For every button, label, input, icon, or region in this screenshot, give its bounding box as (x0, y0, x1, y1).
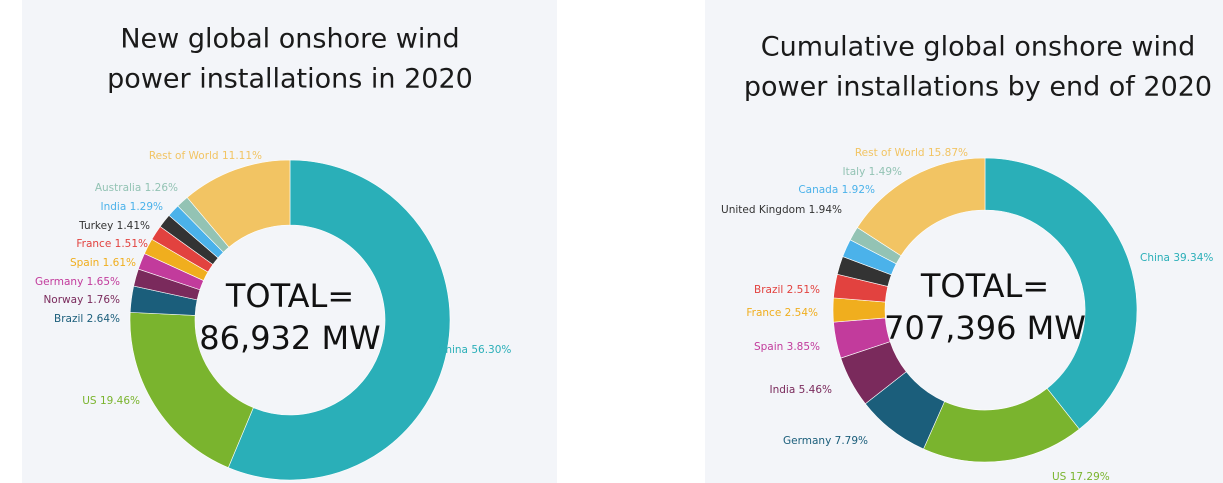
category-label: China (438, 344, 468, 356)
center-annotation: 707,396 MW (884, 309, 1086, 347)
value-label: 19.46% (100, 395, 140, 407)
value-label: 2.51% (787, 284, 820, 296)
category-label: Rest of World (149, 150, 219, 162)
data-label: Australia 1.26% (95, 182, 178, 194)
value-label: 56.30% (471, 344, 511, 356)
chart-title: power installations by end of 2020 (744, 72, 1212, 103)
category-label: India (770, 384, 796, 396)
data-label: Italy 1.49% (843, 166, 903, 178)
donut-slice (227, 159, 451, 481)
value-label: 2.64% (87, 313, 120, 325)
category-label: India (101, 201, 127, 213)
value-label: 3.85% (787, 341, 820, 353)
value-label: 1.41% (117, 220, 150, 232)
value-label: 1.76% (87, 294, 120, 306)
chart-title: power installations in 2020 (107, 64, 473, 95)
data-label: Spain 1.61% (70, 257, 136, 269)
center-annotation: TOTAL= (225, 277, 354, 315)
donut-slice (984, 157, 1138, 430)
chart-title: Cumulative global onshore wind (761, 32, 1195, 63)
data-label: Brazil 2.51% (754, 284, 820, 296)
category-label: Germany (783, 435, 831, 447)
value-label: 7.79% (835, 435, 868, 447)
data-label: Rest of World 11.11% (149, 150, 262, 162)
value-label: 15.87% (928, 147, 968, 159)
value-label: 2.54% (785, 307, 818, 319)
panel (705, 0, 1223, 483)
category-label: Spain (70, 257, 99, 269)
data-label: Germany 1.65% (35, 276, 120, 288)
data-label: France 1.51% (76, 238, 148, 250)
data-label: Turkey 1.41% (78, 220, 150, 232)
category-label: France (76, 238, 111, 250)
data-label: US 19.46% (82, 395, 140, 407)
value-label: 11.11% (222, 150, 262, 162)
data-label: Brazil 2.64% (54, 313, 120, 325)
value-label: 1.92% (842, 184, 875, 196)
center-annotation: 86,932 MW (199, 319, 380, 357)
data-label: China 56.30% (438, 344, 511, 356)
value-label: 1.65% (87, 276, 120, 288)
category-label: France (746, 307, 781, 319)
category-label: Italy (843, 166, 866, 178)
center-annotation: TOTAL= (920, 267, 1049, 305)
value-label: 1.94% (809, 204, 842, 216)
category-label: United Kingdom (721, 204, 805, 216)
panel (22, 0, 557, 483)
category-label: Australia (95, 182, 141, 194)
data-label: Germany 7.79% (783, 435, 868, 447)
data-label: China 39.34% (1140, 252, 1213, 264)
category-label: Brazil (754, 284, 783, 296)
chart-title: New global onshore wind (120, 24, 459, 55)
donut-slice (856, 157, 986, 257)
value-label: 17.29% (1070, 471, 1110, 483)
category-label: US (1052, 471, 1067, 483)
category-label: Brazil (54, 313, 83, 325)
category-label: Spain (754, 341, 783, 353)
value-label: 5.46% (799, 384, 832, 396)
category-label: Canada (798, 184, 838, 196)
value-label: 39.34% (1173, 252, 1213, 264)
value-label: 1.29% (130, 201, 163, 213)
data-label: France 2.54% (746, 307, 818, 319)
value-label: 1.61% (103, 257, 136, 269)
donut-slice (186, 159, 291, 248)
data-label: Spain 3.85% (754, 341, 820, 353)
category-label: China (1140, 252, 1170, 264)
category-label: Rest of World (855, 147, 925, 159)
data-label: India 1.29% (101, 201, 164, 213)
category-label: US (82, 395, 97, 407)
value-label: 1.49% (869, 166, 902, 178)
data-label: US 17.29% (1052, 471, 1110, 483)
category-label: Norway (43, 294, 83, 306)
data-label: Rest of World 15.87% (855, 147, 968, 159)
data-label: Canada 1.92% (798, 184, 875, 196)
data-label: Norway 1.76% (43, 294, 120, 306)
category-label: Turkey (78, 220, 113, 232)
data-label: United Kingdom 1.94% (721, 204, 842, 216)
data-label: India 5.46% (770, 384, 833, 396)
value-label: 1.51% (115, 238, 148, 250)
value-label: 1.26% (145, 182, 178, 194)
category-label: Germany (35, 276, 83, 288)
